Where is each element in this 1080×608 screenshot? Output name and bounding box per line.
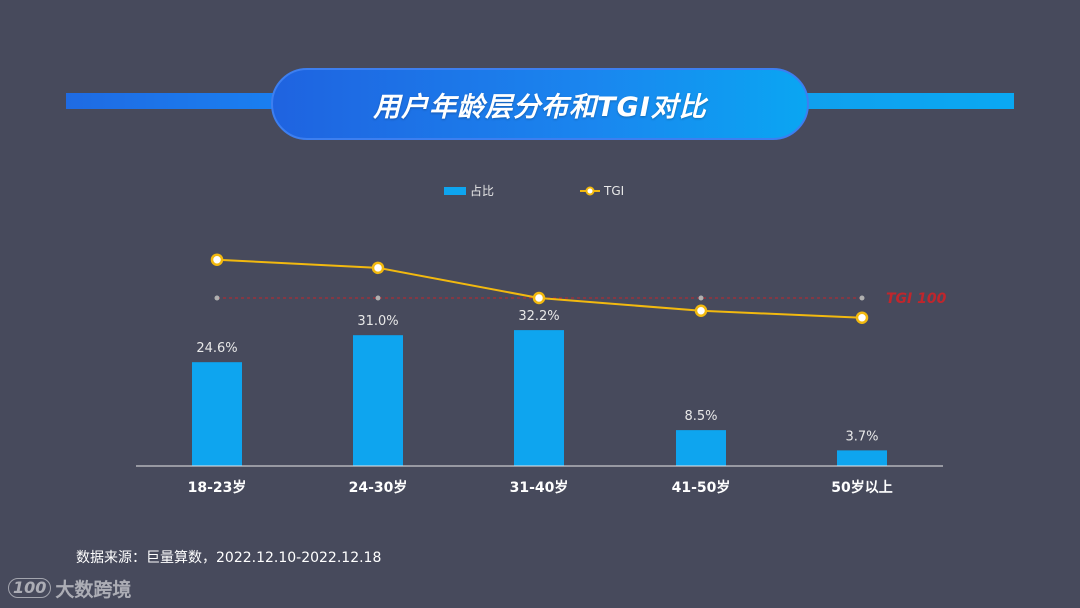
tgi-point xyxy=(371,261,385,275)
tgi-point xyxy=(210,253,224,266)
bar-data-label: 8.5% xyxy=(684,409,717,424)
title-bar-left xyxy=(66,93,276,109)
bar xyxy=(192,362,242,466)
x-tick-label: 24-30岁 xyxy=(349,479,408,496)
title-bar-right xyxy=(805,93,1014,109)
x-tick-label: 41-50岁 xyxy=(672,479,731,496)
x-tick-label: 18-23岁 xyxy=(188,479,247,496)
bar xyxy=(676,430,726,466)
x-tick-label: 31-40岁 xyxy=(510,479,569,496)
tgi-point xyxy=(532,291,546,305)
reference-dot xyxy=(214,295,220,301)
reference-dot xyxy=(375,295,381,301)
brand-logo: 100 大数跨境 xyxy=(8,574,131,602)
bar-data-label: 3.7% xyxy=(845,429,878,444)
bar-data-label: 24.6% xyxy=(196,341,237,356)
x-tick-label: 50岁以上 xyxy=(831,479,892,496)
reference-label: TGI 100 xyxy=(886,291,947,307)
bar xyxy=(353,335,403,466)
logo-text: 大数跨境 xyxy=(55,578,132,601)
title-pill: 用户年龄层分布和TGI对比 xyxy=(271,68,809,140)
legend-label-bar: 占比 xyxy=(470,183,494,198)
reference-dot xyxy=(698,295,704,301)
data-source: 数据来源：巨量算数，2022.12.10-2022.12.18 xyxy=(76,550,382,566)
legend-swatch-bar xyxy=(444,187,466,195)
tgi-point xyxy=(694,304,708,318)
reference-dot xyxy=(859,295,865,301)
bar xyxy=(837,450,887,466)
legend-marker-tgi xyxy=(585,186,595,196)
bar-data-label: 32.2% xyxy=(518,309,559,324)
tgi-point xyxy=(855,311,869,324)
legend-label-tgi: TGI xyxy=(603,184,624,198)
bar-data-label: 31.0% xyxy=(357,314,398,329)
logo-mark: 100 xyxy=(8,578,52,598)
bar xyxy=(514,330,564,466)
page-title: 用户年龄层分布和TGI对比 xyxy=(373,91,707,123)
